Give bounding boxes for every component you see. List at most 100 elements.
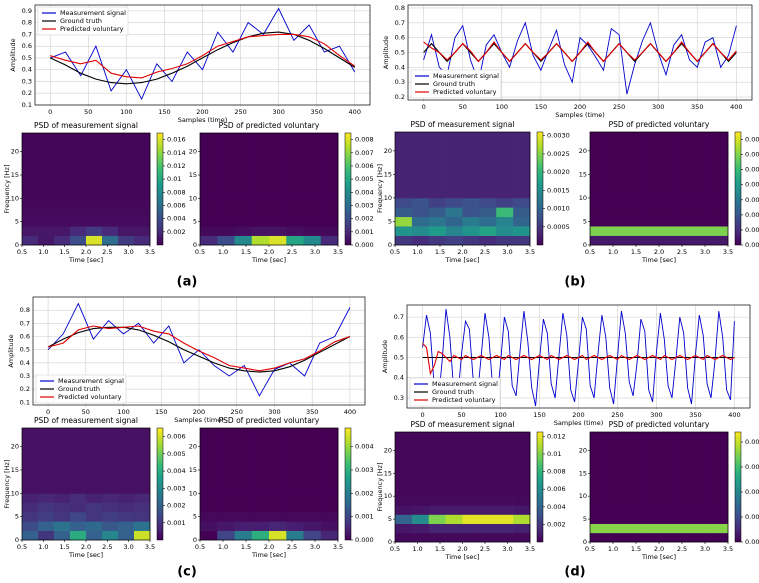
heat-cell <box>693 523 712 534</box>
heat-cell <box>70 512 87 522</box>
heat-cell <box>513 197 531 208</box>
heat-cell <box>86 512 103 522</box>
x-tick-label: 2.5 <box>677 248 687 256</box>
heat-cell <box>496 514 514 524</box>
heat-cell <box>624 132 643 199</box>
heat-cell <box>38 198 55 208</box>
plot-title: PSD of predicted voluntary <box>219 416 320 425</box>
heat-cell <box>118 217 135 227</box>
heat-cell <box>590 432 608 497</box>
y-tick-label: 0.8 <box>20 306 30 314</box>
series-line <box>423 41 737 63</box>
x-tick-label: 0 <box>48 108 52 116</box>
colorbar-tick-label: 0.002 <box>167 228 186 236</box>
colorbar-tick-label: 0.004 <box>355 188 374 196</box>
x-tick-label: 100 <box>117 408 129 416</box>
colorbar-tick-label: 0.0008 <box>745 181 759 189</box>
x-axis-label: Time [sec] <box>68 551 103 559</box>
colorbar <box>734 131 742 246</box>
heat-cell <box>118 207 135 218</box>
colorbar-tick-label: 0.005 <box>355 175 374 183</box>
heat-cell <box>118 235 135 246</box>
x-tick-label: 150 <box>158 108 170 116</box>
series-line <box>49 31 356 85</box>
heat-cell <box>462 132 480 199</box>
y-tick-label: 0 <box>388 538 392 546</box>
heat-cell <box>710 496 729 506</box>
colorbar-tick-label: 0.01 <box>167 175 181 183</box>
heat-cell <box>118 493 135 503</box>
colorbar <box>344 427 352 541</box>
heat-cell <box>134 217 151 227</box>
x-tick-label: 0.5 <box>195 543 205 551</box>
heat-cell <box>659 496 677 506</box>
y-tick-label: 0 <box>15 241 19 249</box>
heat-cell <box>693 132 712 199</box>
y-tick-label: 5 <box>388 217 392 225</box>
heat-cell <box>513 514 531 524</box>
x-tick-label: 150 <box>535 103 547 111</box>
heat-cell <box>607 505 625 515</box>
colorbar-tick-label: 0.004 <box>167 215 186 223</box>
heat-cell <box>320 235 339 246</box>
heat-cell <box>217 493 235 503</box>
heat-cell <box>86 198 103 208</box>
heat-cell <box>200 133 218 199</box>
heat-cell <box>607 514 625 524</box>
x-axis-label: Time [sec] <box>444 553 479 561</box>
x-tick-label: 3.0 <box>502 545 512 553</box>
y-tick-label: 15 <box>189 171 197 179</box>
colorbar-tick-label: 0.002 <box>355 215 374 223</box>
colorbar-tick-label: 0.0000020 <box>745 438 759 446</box>
x-tick-label: 1.5 <box>435 248 445 256</box>
y-tick-label: 5 <box>193 513 197 521</box>
colorbar-tick-label: 0.002 <box>547 520 566 528</box>
heat-cell <box>200 493 218 503</box>
x-axis-label: Time [sec] <box>641 553 676 561</box>
x-tick-label: 1.0 <box>218 248 228 256</box>
heat-cell <box>286 512 304 522</box>
heat-cell <box>411 226 430 236</box>
heat-cell <box>102 207 119 218</box>
y-tick-label: 10 <box>11 489 19 497</box>
heat-cell <box>217 198 235 208</box>
x-tick-label: 2.0 <box>654 545 664 553</box>
colorbar-tick-label: 0.0006 <box>745 196 759 204</box>
y-tick-label: 0.6 <box>20 333 30 341</box>
y-axis-label: Amplitude <box>381 340 389 373</box>
heat-cell <box>102 217 119 227</box>
heat-cell <box>462 523 480 534</box>
y-tick-label: 0.8 <box>22 19 32 27</box>
heat-cell <box>462 505 480 515</box>
heat-cell <box>676 235 694 246</box>
heat-cell <box>590 216 608 227</box>
heat-cell <box>200 217 218 227</box>
x-axis-label: Samples (time) <box>554 419 604 427</box>
heat-cell <box>269 217 287 227</box>
heat-cell <box>624 226 643 236</box>
heat-cell <box>693 207 712 218</box>
x-tick-label: 0.5 <box>585 248 595 256</box>
heat-cell <box>22 530 39 541</box>
colorbar-tick-label: 0.0012 <box>745 151 759 159</box>
heat-cell <box>395 132 413 199</box>
heat-cell <box>395 207 413 218</box>
heat-cell <box>269 521 287 531</box>
heat-cell <box>286 521 304 531</box>
y-axis-label: Frequency [Hz] <box>3 459 11 508</box>
heat-cell <box>659 532 677 543</box>
heat-cell <box>217 530 235 541</box>
colorbar-tick-label: 0.0005 <box>547 223 570 231</box>
legend-label: Predicted voluntary <box>433 88 497 96</box>
colorbar-tick-label: 0.012 <box>547 432 566 440</box>
heat-cell <box>641 207 660 218</box>
heat-cell <box>54 217 71 227</box>
heat-cell <box>513 132 531 199</box>
y-tick-label: 0.3 <box>20 372 30 380</box>
heat-cell <box>624 496 643 506</box>
heat-cell <box>286 502 304 513</box>
series-line <box>50 33 356 79</box>
heat-cell <box>134 226 151 236</box>
heat-cell <box>303 198 322 208</box>
x-tick-label: 0.5 <box>195 248 205 256</box>
